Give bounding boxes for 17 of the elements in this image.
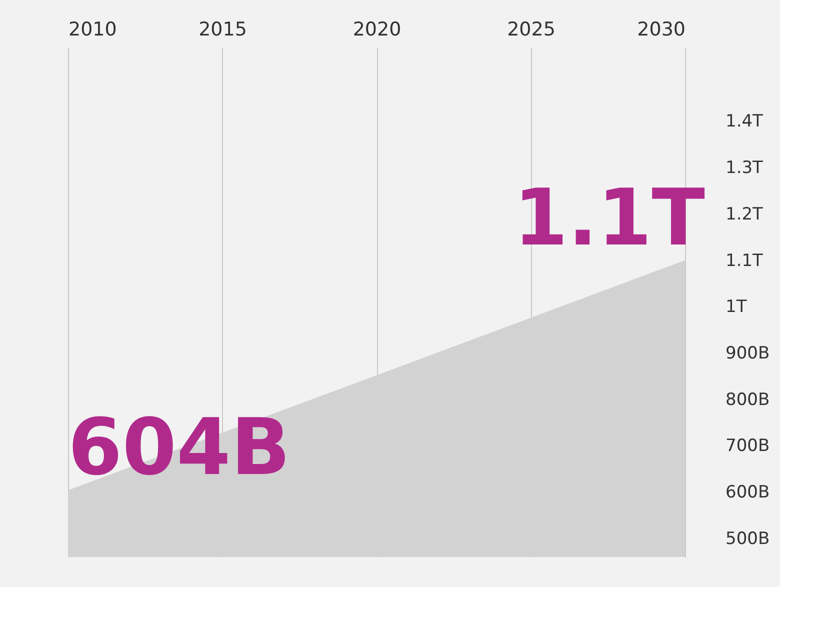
y-tick-label: 1T (726, 297, 748, 318)
x-tick-label: 2030 (637, 18, 686, 40)
y-tick-label: 1.1T (726, 250, 764, 271)
annotation: 1.1T (514, 173, 705, 264)
annotation: 604B (68, 403, 290, 494)
x-tick-label: 2015 (198, 18, 247, 40)
x-tick-label: 2010 (68, 18, 117, 40)
y-tick-label: 1.2T (726, 204, 764, 224)
y-tick-label: 800B (726, 390, 770, 410)
x-tick-label: 2025 (507, 18, 556, 40)
y-tick-label: 900B (726, 344, 770, 364)
y-tick-label: 600B (726, 482, 770, 503)
y-tick-label: 1.4T (726, 112, 764, 132)
y-tick-label: 700B (726, 436, 770, 456)
y-tick-label: 500B (726, 528, 770, 549)
x-tick-label: 2020 (352, 18, 402, 40)
y-tick-label: 1.3T (726, 158, 764, 178)
